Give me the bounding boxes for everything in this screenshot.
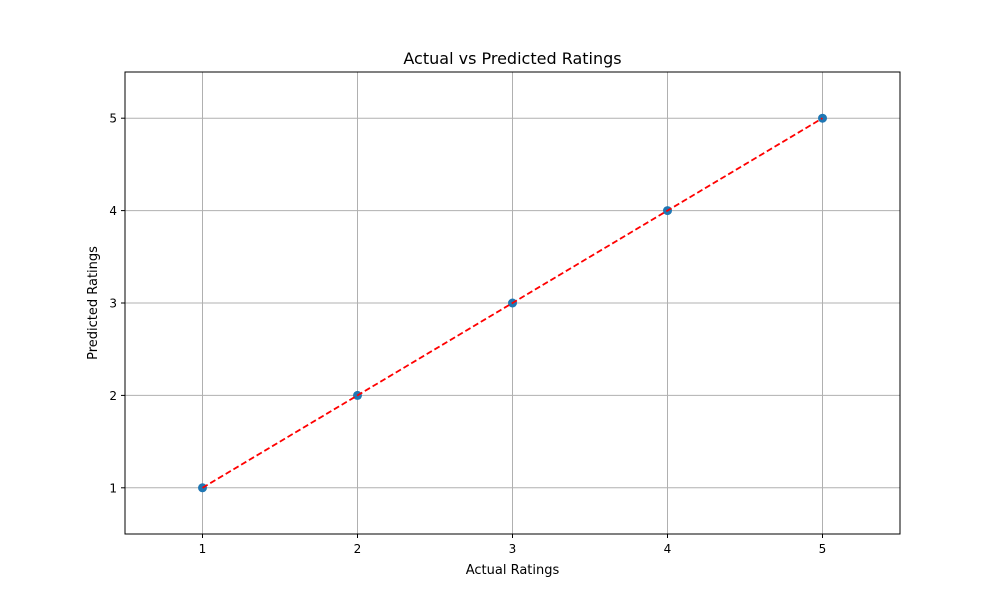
y-tick-label: 2 bbox=[109, 389, 117, 403]
chart-title: Actual vs Predicted Ratings bbox=[403, 49, 621, 68]
x-tick-label: 2 bbox=[354, 542, 362, 556]
x-axis-ticks: 1 2 3 4 5 bbox=[199, 534, 827, 556]
y-tick-label: 5 bbox=[109, 112, 117, 126]
ideal-fit-line bbox=[202, 117, 823, 489]
x-tick-label: 5 bbox=[819, 542, 827, 556]
y-tick-label: 3 bbox=[109, 297, 117, 311]
scatter-point bbox=[818, 113, 827, 123]
y-axis-label: Predicted Ratings bbox=[86, 246, 101, 360]
x-axis-label: Actual Ratings bbox=[466, 563, 560, 578]
x-tick-label: 3 bbox=[509, 542, 517, 556]
plot-series bbox=[198, 113, 827, 493]
y-tick-label: 1 bbox=[109, 481, 117, 495]
grid-lines bbox=[125, 72, 900, 534]
x-tick-label: 4 bbox=[664, 542, 672, 556]
x-tick-label: 1 bbox=[199, 542, 207, 556]
y-axis-ticks: 1 2 3 4 5 bbox=[109, 112, 125, 495]
y-tick-label: 4 bbox=[109, 204, 117, 218]
